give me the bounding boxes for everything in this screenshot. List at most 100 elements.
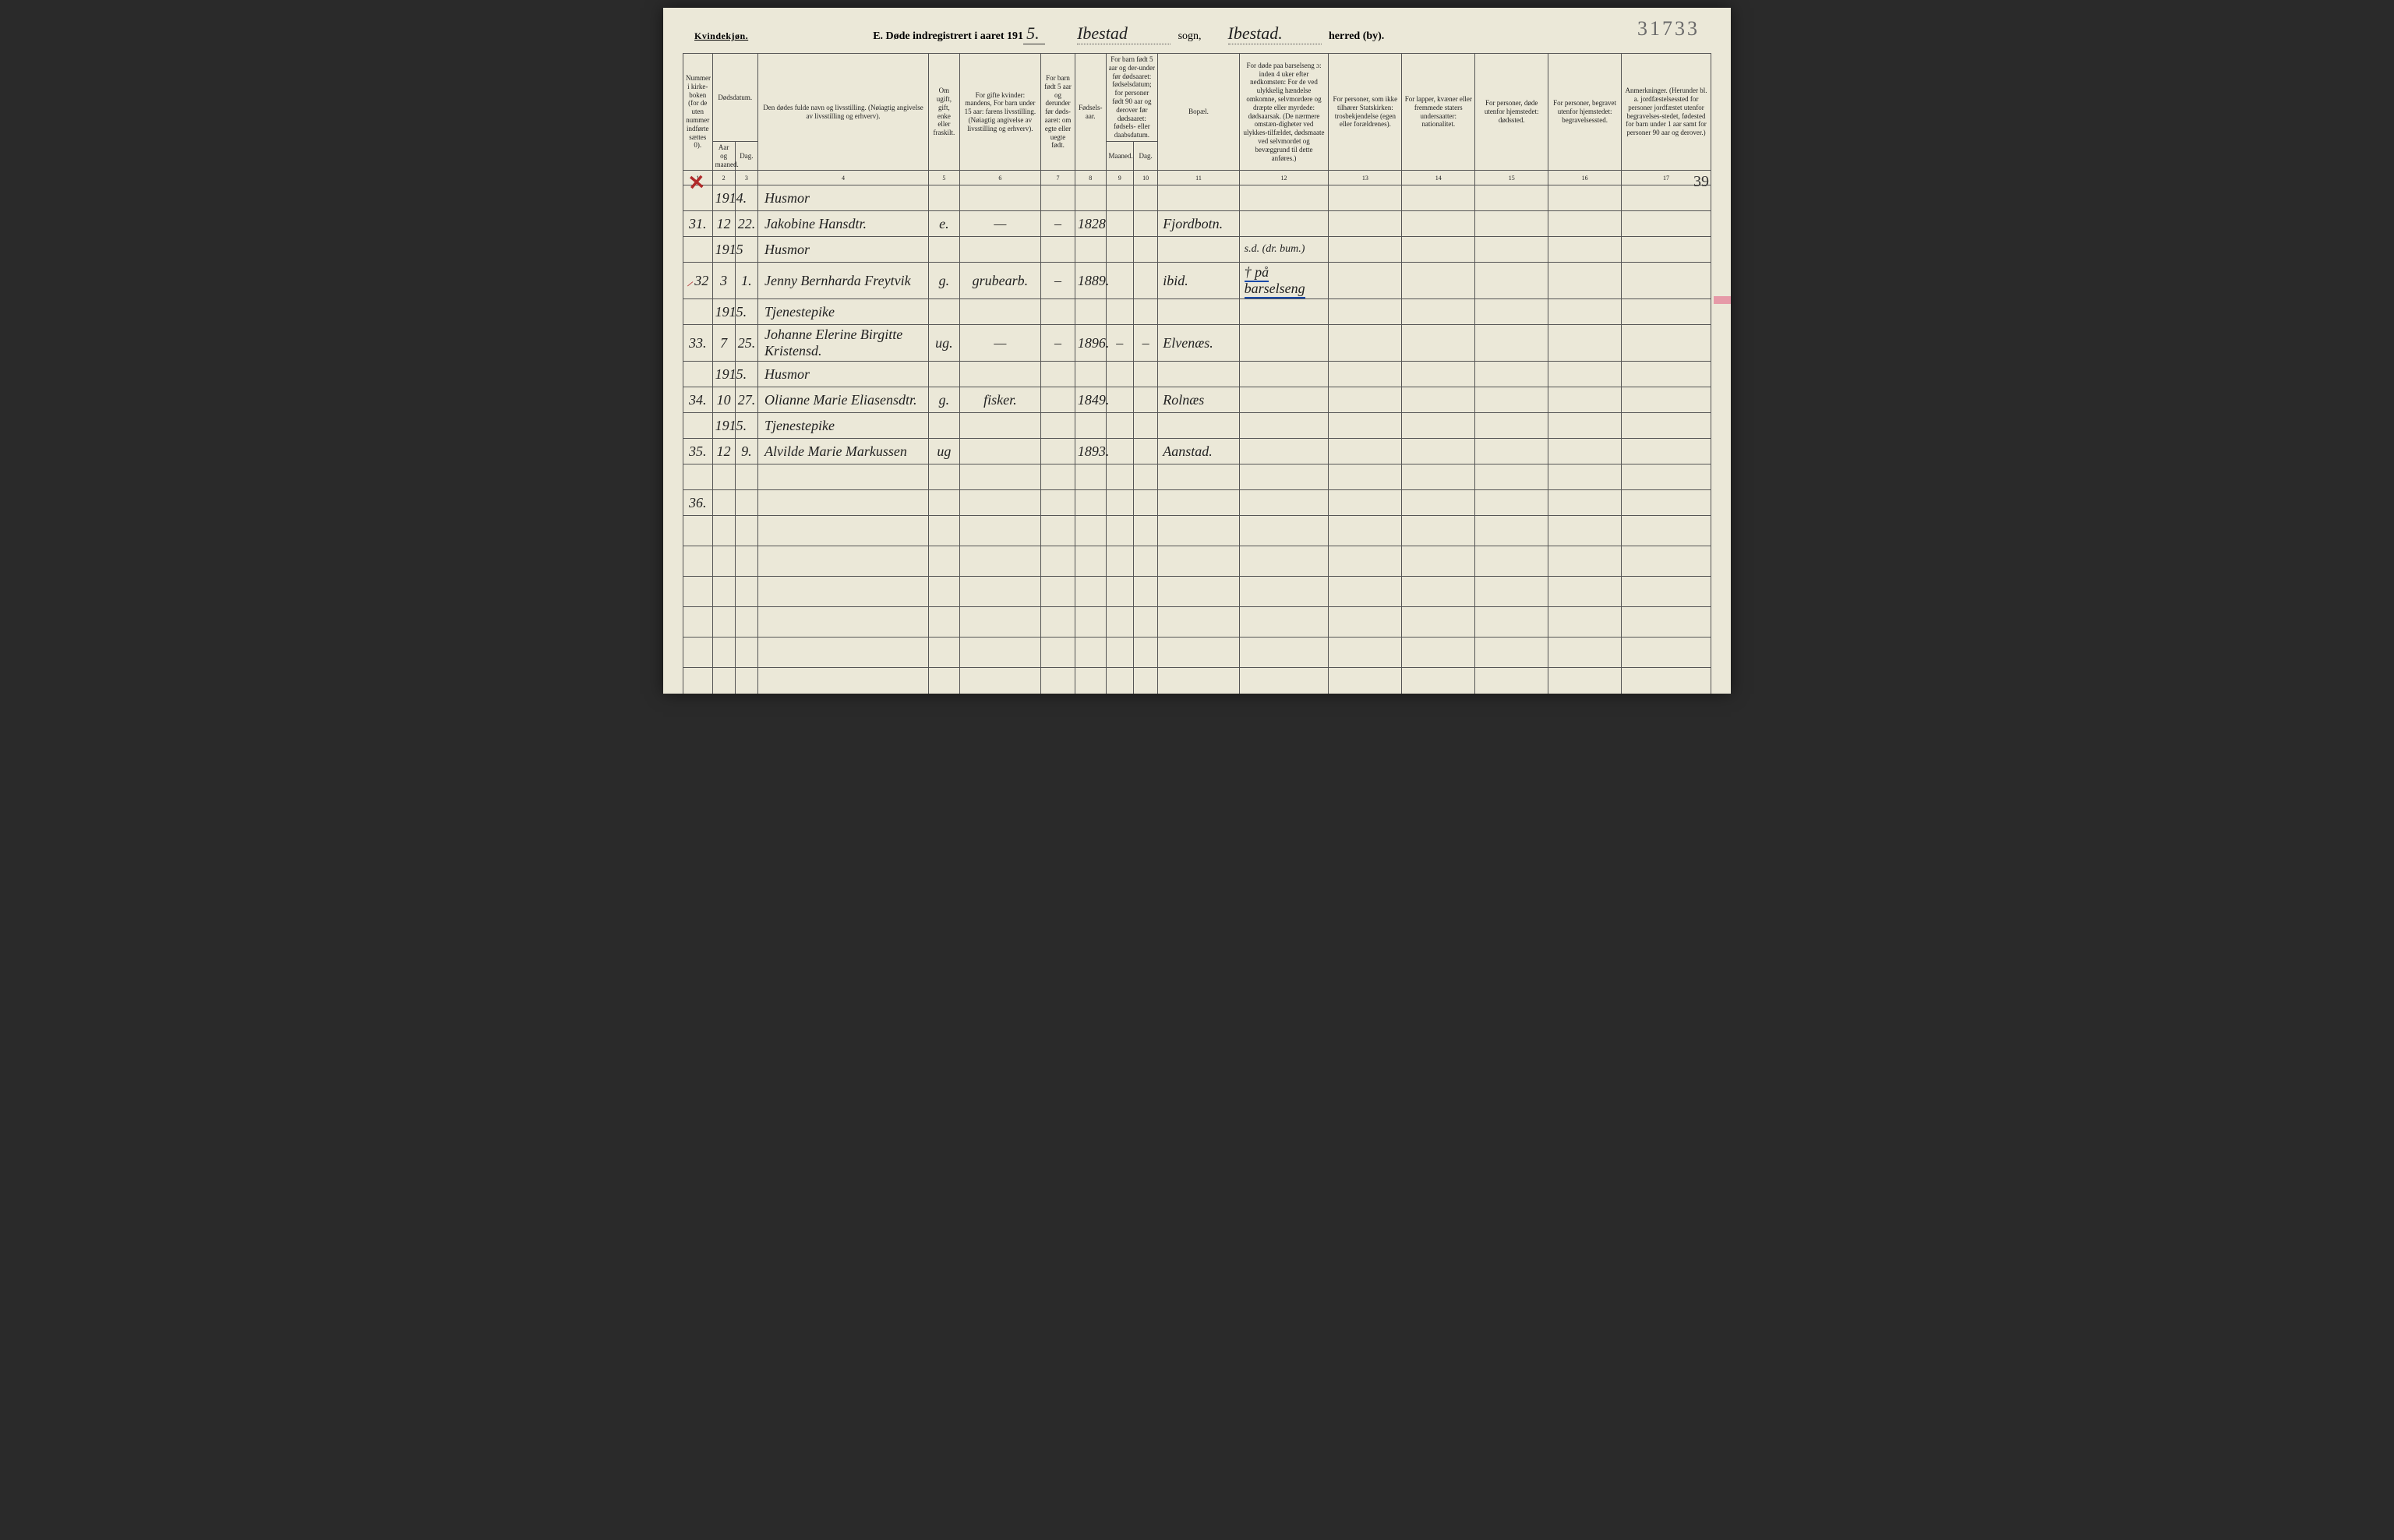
cell xyxy=(1475,490,1548,516)
table-row: 1915.Tjenestepike xyxy=(683,299,1711,325)
cell xyxy=(1106,668,1133,694)
cell xyxy=(1622,668,1711,694)
cell: Aanstad. xyxy=(1158,439,1239,464)
cell: 1849. xyxy=(1075,387,1106,413)
cell xyxy=(1548,638,1622,668)
cell xyxy=(1329,211,1402,237)
cell: Elvenæs. xyxy=(1158,325,1239,362)
cell xyxy=(1329,237,1402,263)
cell: Husmor xyxy=(757,237,928,263)
cell xyxy=(929,577,960,607)
cell xyxy=(1475,464,1548,490)
cell xyxy=(1239,413,1329,439)
column-number: 10 xyxy=(1134,171,1158,185)
table-row: 36. xyxy=(683,490,1711,516)
cell: – xyxy=(1041,263,1075,299)
table-row: ⸝3231.Jenny Bernharda Freytvikg.grubearb… xyxy=(683,263,1711,299)
cell xyxy=(1106,464,1133,490)
cell: – xyxy=(1106,325,1133,362)
cell xyxy=(1475,546,1548,577)
cell xyxy=(1134,546,1158,577)
cell xyxy=(959,362,1040,387)
cell xyxy=(1158,490,1239,516)
cell xyxy=(929,464,960,490)
cell xyxy=(1329,577,1402,607)
cell xyxy=(1041,387,1075,413)
cell xyxy=(1402,464,1475,490)
cell xyxy=(1548,577,1622,607)
cell xyxy=(757,546,928,577)
column-number: 12 xyxy=(1239,171,1329,185)
cell: ⸝32 xyxy=(683,263,713,299)
cell xyxy=(1075,668,1106,694)
cell: – xyxy=(1041,325,1075,362)
cell xyxy=(1075,299,1106,325)
cell xyxy=(1548,263,1622,299)
cell xyxy=(1239,185,1329,211)
cell xyxy=(1402,546,1475,577)
cell xyxy=(683,638,713,668)
cell xyxy=(1329,263,1402,299)
cell xyxy=(1106,490,1133,516)
cell xyxy=(757,607,928,638)
cell xyxy=(735,490,757,516)
cell xyxy=(929,546,960,577)
title-line: E. Døde indregistrert i aaret 1915. Ibes… xyxy=(873,23,1700,44)
cell xyxy=(1106,439,1133,464)
cell xyxy=(1475,299,1548,325)
ledger-table: Nummer i kirke-boken (for de uten nummer… xyxy=(683,53,1711,694)
page-number-annotation: 31733 xyxy=(1637,17,1700,41)
cell xyxy=(683,607,713,638)
cell xyxy=(1134,211,1158,237)
cell xyxy=(929,185,960,211)
cell: 1896. xyxy=(1075,325,1106,362)
cell xyxy=(683,299,713,325)
cell xyxy=(1158,362,1239,387)
cell xyxy=(1622,211,1711,237)
ledger-page: 31733 Kvindekjøn. E. Døde indregistrert … xyxy=(663,8,1731,694)
column-number: 9 xyxy=(1106,171,1133,185)
cell xyxy=(959,439,1040,464)
cell xyxy=(1239,211,1329,237)
cell xyxy=(1134,638,1158,668)
herred-value: Ibestad. xyxy=(1228,23,1322,44)
table-row: 35.129.Alvilde Marie Markussenug1893.Aan… xyxy=(683,439,1711,464)
cell xyxy=(1041,668,1075,694)
cell xyxy=(1134,299,1158,325)
cell: 31. xyxy=(683,211,713,237)
cell xyxy=(929,413,960,439)
gender-label: Kvindekjøn. xyxy=(694,30,748,42)
cell: – xyxy=(1134,325,1158,362)
cell: 12 xyxy=(712,211,735,237)
cell: Tjenestepike xyxy=(757,413,928,439)
cell xyxy=(1041,413,1075,439)
cell xyxy=(1239,490,1329,516)
cell xyxy=(929,237,960,263)
cell xyxy=(1158,237,1239,263)
cell xyxy=(1239,638,1329,668)
cell: 1893. xyxy=(1075,439,1106,464)
cell xyxy=(1402,325,1475,362)
cell xyxy=(683,237,713,263)
column-number: 2 xyxy=(712,171,735,185)
cell: 34. xyxy=(683,387,713,413)
red-x-mark: ✕ xyxy=(687,171,706,196)
table-body: 1914.Husmor31.1222.Jakobine Hansdtr.e.—–… xyxy=(683,185,1711,694)
cell xyxy=(959,516,1040,546)
cell xyxy=(1475,362,1548,387)
column-number: 3 xyxy=(735,171,757,185)
title-prefix: E. Døde indregistrert i aaret 191 xyxy=(873,30,1023,42)
cell xyxy=(1475,387,1548,413)
column-header: Om ugift, gift, enke eller fraskilt. xyxy=(929,54,960,171)
cell xyxy=(1075,546,1106,577)
sogn-value: Ibestad xyxy=(1077,23,1171,44)
cell xyxy=(1106,516,1133,546)
cell xyxy=(1134,439,1158,464)
cell xyxy=(757,490,928,516)
cell xyxy=(1239,577,1329,607)
cell xyxy=(1548,439,1622,464)
column-header: For personer, som ikke tilhører Statskir… xyxy=(1329,54,1402,171)
cell xyxy=(1134,516,1158,546)
cell xyxy=(1622,362,1711,387)
cell xyxy=(1548,464,1622,490)
